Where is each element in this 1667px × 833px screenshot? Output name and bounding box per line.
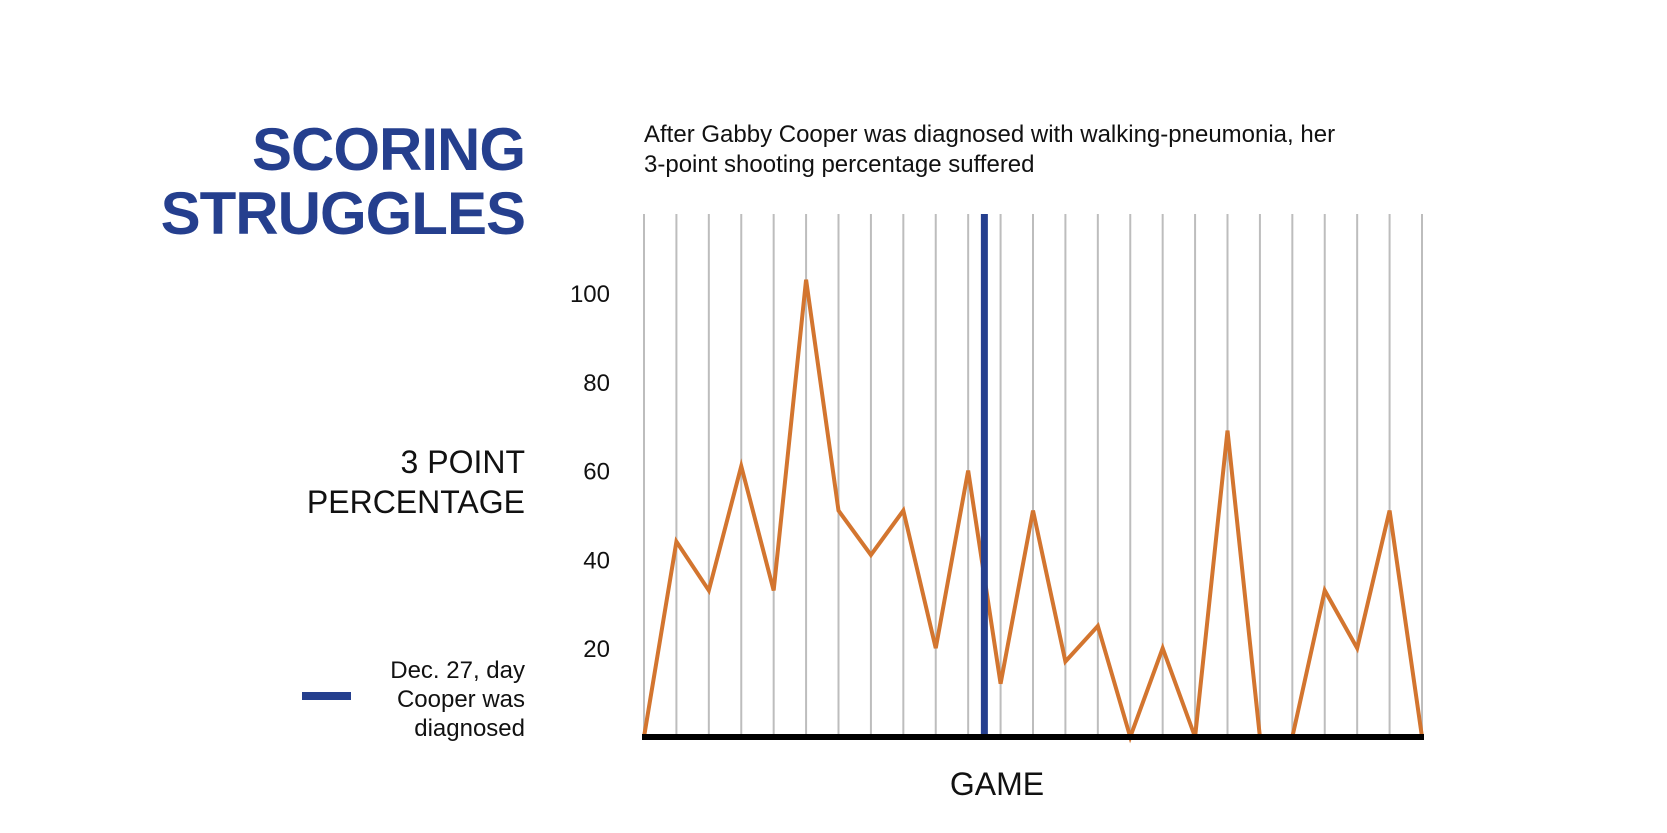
data-point-game-7 [836, 508, 842, 514]
data-point-game-8 [868, 552, 874, 558]
data-point-game-22 [1322, 587, 1328, 593]
y-tick-label-60: 60 [583, 459, 610, 486]
grid-lines [643, 214, 1423, 737]
chart-title-line-2: STRUGGLES [160, 180, 526, 247]
chart-subtitle-line-2: 3-point shooting percentage suffered [644, 151, 1035, 178]
data-point-game-11 [965, 468, 971, 474]
data-point-game-3 [706, 587, 712, 593]
legend-label-diagnosis: Dec. 27, day Cooper was diagnosed [390, 656, 525, 743]
chart-title: SCORING STRUGGLES [160, 116, 526, 247]
data-point-game-6 [803, 277, 809, 283]
data-point-game-10 [933, 645, 939, 651]
data-point-game-5 [771, 587, 777, 593]
y-tick-label-20: 20 [583, 636, 610, 663]
legend-label-line-1: Dec. 27, day [390, 657, 525, 684]
data-point-game-17 [1160, 645, 1166, 651]
data-point-game-13 [1030, 508, 1036, 514]
y-axis-label: 3 POINT PERCENTAGE [307, 442, 525, 522]
chart-subtitle-line-1: After Gabby Cooper was diagnosed with wa… [644, 121, 1336, 148]
legend-swatch-diagnosis [302, 692, 351, 700]
data-point-game-24 [1387, 508, 1393, 514]
legend-label-line-3: diagnosed [414, 715, 525, 742]
data-point-game-19 [1225, 428, 1231, 434]
data-point-game-15 [1095, 623, 1101, 629]
data-point-game-9 [900, 508, 906, 514]
y-axis-label-line-2: PERCENTAGE [306, 484, 525, 520]
chart-title-line-1: SCORING [251, 116, 526, 183]
chart-subtitle: After Gabby Cooper was diagnosed with wa… [644, 120, 1404, 180]
data-point-game-23 [1354, 645, 1360, 651]
y-tick-label-40: 40 [583, 547, 610, 574]
data-point-game-12 [998, 681, 1004, 687]
data-point-game-14 [1062, 659, 1068, 665]
data-point-game-2 [673, 539, 679, 545]
data-point-game-4 [738, 463, 744, 469]
legend-label-line-2: Cooper was [396, 686, 525, 713]
y-tick-labels: 20 40 60 80 100 [570, 281, 610, 663]
y-axis-label-line-1: 3 POINT [400, 444, 525, 480]
y-tick-label-100: 100 [570, 281, 610, 308]
x-axis-label: GAME [949, 766, 1045, 802]
y-tick-label-80: 80 [583, 370, 610, 397]
